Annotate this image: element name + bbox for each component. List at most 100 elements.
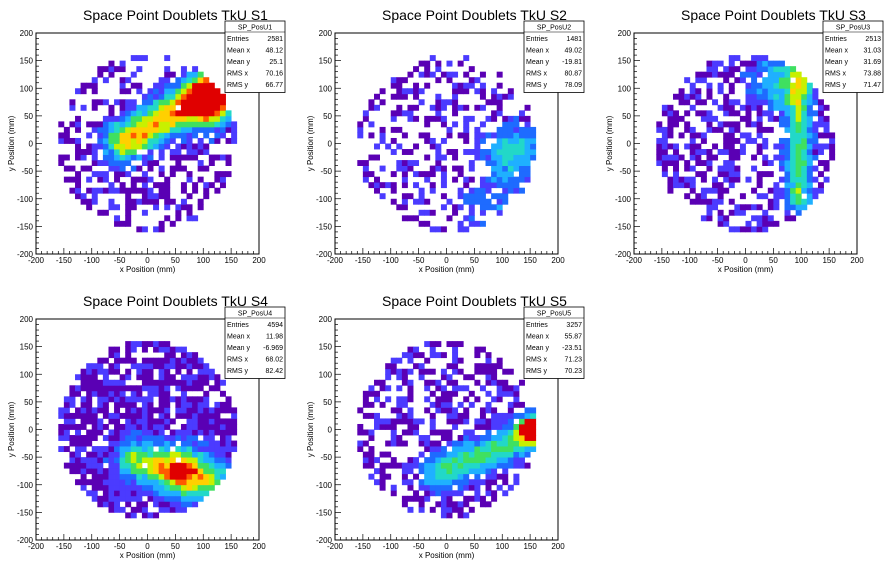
histogram-bin xyxy=(435,490,442,497)
histogram-bin xyxy=(141,473,148,480)
histogram-bin xyxy=(429,429,436,436)
histogram-bin xyxy=(795,193,802,200)
histogram-bin xyxy=(125,104,132,111)
histogram-bin xyxy=(385,182,392,189)
histogram-bin xyxy=(424,137,431,144)
histogram-bin xyxy=(225,121,232,128)
histogram-bin xyxy=(192,435,199,441)
histogram-bin xyxy=(97,99,104,106)
histogram-bin xyxy=(756,176,763,183)
histogram-bin xyxy=(812,193,819,200)
histogram-bin xyxy=(141,182,148,189)
histogram-bin xyxy=(689,137,696,144)
histogram-bin xyxy=(413,429,420,436)
histogram-bin xyxy=(491,204,498,211)
histogram-bin xyxy=(700,176,707,183)
histogram-bin xyxy=(745,121,752,128)
histogram-bin xyxy=(158,171,165,178)
histogram-bin xyxy=(435,77,442,84)
histogram-bin xyxy=(175,435,182,441)
histogram-bin xyxy=(219,457,226,464)
histogram-bin xyxy=(745,132,752,139)
histogram-bin xyxy=(225,401,232,408)
histogram-bin xyxy=(164,506,171,513)
histogram-bin xyxy=(401,418,408,425)
histogram-bin xyxy=(69,104,76,111)
histogram-bin xyxy=(153,341,160,348)
histogram-bin xyxy=(192,484,199,491)
histogram-bin xyxy=(778,66,785,73)
histogram-bin xyxy=(186,363,193,370)
histogram-bin xyxy=(762,215,769,222)
histogram-bin xyxy=(739,143,746,150)
histogram-bin xyxy=(401,88,408,95)
histogram-bin xyxy=(491,423,498,430)
histogram-bin xyxy=(784,82,791,89)
histogram-bin xyxy=(474,154,481,161)
histogram-bin xyxy=(192,479,199,486)
histogram-bin xyxy=(141,115,148,122)
histogram-bin xyxy=(446,490,453,497)
histogram-bin xyxy=(75,407,82,414)
histogram-bin xyxy=(102,423,109,430)
histogram-bin xyxy=(153,385,160,392)
histogram-bin xyxy=(219,401,226,408)
histogram-bin xyxy=(401,440,408,447)
histogram-bin xyxy=(158,126,165,133)
histogram-bin xyxy=(396,435,403,441)
histogram-bin xyxy=(507,423,514,430)
histogram-bin xyxy=(396,204,403,211)
histogram-bin xyxy=(374,143,380,150)
histogram-bin xyxy=(362,457,369,464)
histogram-bin xyxy=(795,71,802,78)
histogram-bin xyxy=(97,132,104,139)
histogram-bin xyxy=(485,132,492,139)
histogram-bin xyxy=(823,126,830,133)
histogram-bin xyxy=(496,412,503,419)
histogram-bin xyxy=(214,132,221,139)
histogram-bin xyxy=(496,71,503,78)
histogram-bin xyxy=(368,154,375,161)
histogram-bin xyxy=(91,104,98,111)
y-tick-label: 50 xyxy=(323,112,332,121)
histogram-bin xyxy=(192,374,199,381)
histogram-bin xyxy=(130,121,137,128)
histogram-bin xyxy=(385,374,392,381)
histogram-bin xyxy=(734,126,741,133)
histogram-bin xyxy=(130,71,137,78)
histogram-bin xyxy=(147,440,154,447)
histogram-bin xyxy=(164,473,171,480)
histogram-bin xyxy=(474,446,481,453)
histogram-panel-1: Space Point Doublets TkU S1-200 -150 -100-… xyxy=(7,7,286,274)
histogram-bin xyxy=(661,137,668,144)
histogram-bin xyxy=(446,71,453,78)
histogram-bin xyxy=(158,143,165,150)
histogram-bin xyxy=(379,462,386,469)
histogram-bin xyxy=(180,66,187,73)
histogram-bin xyxy=(114,423,121,430)
histogram-bin xyxy=(446,429,453,436)
histogram-bin xyxy=(130,418,137,425)
histogram-bin xyxy=(440,104,447,111)
histogram-bin xyxy=(153,88,160,95)
y-tick-label: -100 xyxy=(316,481,333,490)
histogram-bin xyxy=(502,462,509,469)
histogram-bin xyxy=(767,99,774,106)
histogram-bin xyxy=(496,126,503,133)
histogram-bin xyxy=(817,149,824,155)
histogram-bin xyxy=(130,82,137,89)
histogram-bin xyxy=(186,468,193,475)
histogram-bin xyxy=(396,143,403,150)
histogram-bin xyxy=(86,462,93,469)
y-tick-label: 100 xyxy=(20,370,34,379)
histogram-bin xyxy=(175,506,182,513)
histogram-bin xyxy=(474,137,481,144)
histogram-bin xyxy=(97,423,104,430)
histogram-bin xyxy=(513,126,520,133)
histogram-bin xyxy=(661,149,668,155)
histogram-bin xyxy=(507,412,514,419)
histogram-bin xyxy=(192,440,199,447)
histogram-bin xyxy=(368,451,375,458)
histogram-bin xyxy=(80,468,87,475)
histogram-bin xyxy=(496,149,503,155)
